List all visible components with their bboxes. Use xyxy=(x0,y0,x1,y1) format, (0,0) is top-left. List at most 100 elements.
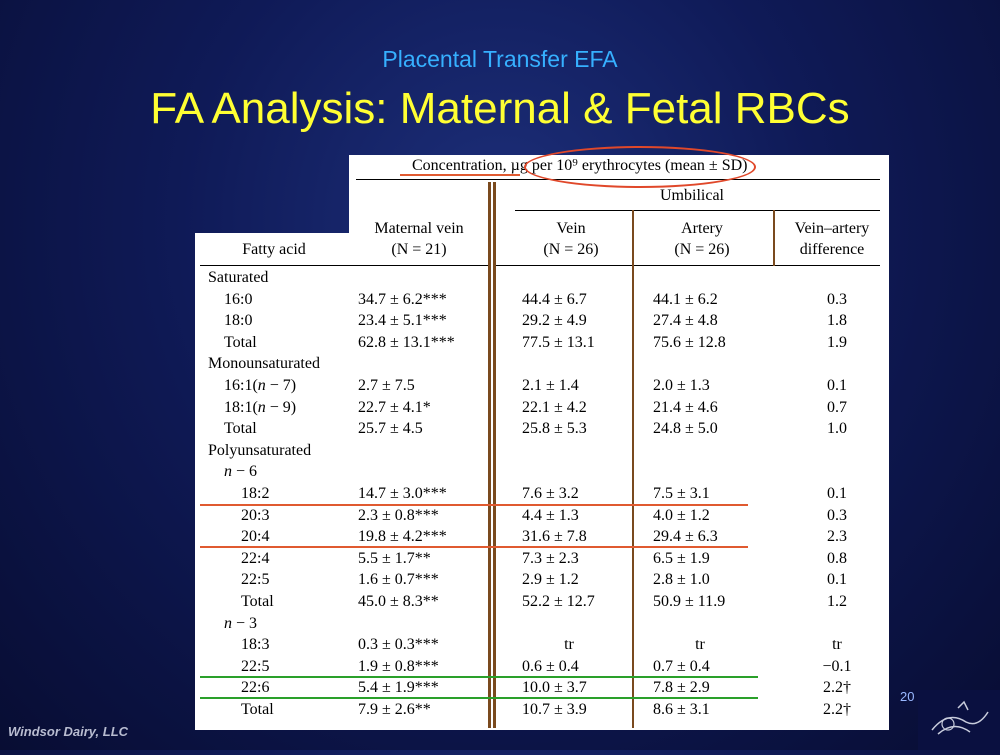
diff-cell: 0.7 xyxy=(827,398,847,416)
vein-artery-divider xyxy=(632,210,634,728)
vein-cell: 7.6 ± 3.2 xyxy=(522,485,579,502)
red-highlight-20-4-bottom xyxy=(200,546,748,548)
diff-cell: 0.1 xyxy=(827,485,847,502)
diff-cell: 1.8 xyxy=(827,312,847,330)
header-rule xyxy=(200,265,880,266)
artery-cell: 50.9 ± 11.9 xyxy=(653,593,726,610)
diff-cell: 2.2† xyxy=(823,701,851,718)
maternal-fetal-divider xyxy=(488,182,496,728)
artery-cell: 27.4 ± 4.8 xyxy=(653,312,718,330)
artery-cell: 29.4 ± 6.3 xyxy=(653,528,718,546)
vein-cell: 10.7 ± 3.9 xyxy=(522,701,587,718)
row-label: Polyunsaturated xyxy=(208,441,312,459)
maternal-cell: 5.5 ± 1.7** xyxy=(358,549,431,567)
row-label: 16:1(n − 7) xyxy=(224,377,297,394)
row-label: n − 6 xyxy=(224,463,258,481)
vein-cell: 0.6 ± 0.4 xyxy=(522,657,579,675)
units-red-circle xyxy=(524,146,756,188)
slide-title: FA Analysis: Maternal & Fetal RBCs xyxy=(150,84,850,133)
caption-red-underline xyxy=(400,174,520,176)
row-label: Total xyxy=(241,593,274,610)
maternal-cell: 23.4 ± 5.1*** xyxy=(358,312,447,330)
slide-number: 20 xyxy=(900,689,915,704)
umbilical-header: Umbilical xyxy=(660,187,724,204)
vein-cell: 52.2 ± 12.7 xyxy=(522,593,595,610)
row-label: 22:5 xyxy=(241,571,270,589)
maternal-header-2: (N = 21) xyxy=(391,241,447,258)
row-label: Monounsaturated xyxy=(208,355,320,373)
row-label: Saturated xyxy=(208,269,269,286)
artery-cell: 7.5 ± 3.1 xyxy=(653,485,710,502)
vein-cell: 29.2 ± 4.9 xyxy=(522,312,587,330)
maternal-cell: 34.7 ± 6.2*** xyxy=(358,290,447,308)
maternal-cell: 45.0 ± 8.3** xyxy=(358,593,439,610)
diff-cell: 2.2† xyxy=(823,679,851,697)
artery-cell: 4.0 ± 1.2 xyxy=(653,506,710,524)
diff-cell: 0.1 xyxy=(827,571,847,589)
artery-cell: 2.0 ± 1.3 xyxy=(653,377,710,394)
maternal-cell: 1.6 ± 0.7*** xyxy=(358,571,439,589)
paper-left-panel xyxy=(195,233,349,730)
diff-cell: 1.9 xyxy=(827,333,847,351)
artery-cell: tr xyxy=(695,636,705,654)
maternal-cell: 25.7 ± 4.5 xyxy=(358,420,423,438)
diff-header-1: Vein–artery xyxy=(794,220,870,237)
diff-header-2: difference xyxy=(799,241,865,258)
row-label: 18:2 xyxy=(241,485,270,502)
green-highlight-22-6-bottom xyxy=(200,697,758,699)
row-label: 18:3 xyxy=(241,636,270,654)
artery-cell: 0.7 ± 0.4 xyxy=(653,657,710,675)
row-label: 22:5 xyxy=(241,657,270,675)
maternal-cell: 19.8 ± 4.2*** xyxy=(358,528,447,546)
diff-cell: −0.1 xyxy=(822,657,852,675)
vein-cell: 2.1 ± 1.4 xyxy=(522,377,579,394)
artery-cell: 75.6 ± 12.8 xyxy=(653,333,726,351)
diff-cell: 0.3 xyxy=(827,290,847,308)
artery-cell: 44.1 ± 6.2 xyxy=(653,290,718,308)
artery-cell: 24.8 ± 5.0 xyxy=(653,420,718,438)
company-logo xyxy=(918,690,1000,750)
red-highlight-18-2-top xyxy=(200,504,748,506)
vein-cell: 7.3 ± 2.3 xyxy=(522,549,579,567)
row-label: 18:1(n − 9) xyxy=(224,398,297,416)
artery-header-2: (N = 26) xyxy=(674,241,730,258)
maternal-cell: 7.9 ± 2.6** xyxy=(358,701,431,718)
row-label: 20:4 xyxy=(241,528,270,546)
maternal-cell: 14.7 ± 3.0*** xyxy=(358,485,447,502)
diff-cell: 0.3 xyxy=(827,506,847,524)
row-label: 22:4 xyxy=(241,549,270,567)
vein-header-2: (N = 26) xyxy=(543,241,599,258)
row-label: 16:0 xyxy=(224,290,253,308)
vein-cell: 31.6 ± 7.8 xyxy=(522,528,587,546)
diff-cell: 0.1 xyxy=(827,377,847,394)
maternal-cell: 5.4 ± 1.9*** xyxy=(358,679,439,697)
maternal-cell: 62.8 ± 13.1*** xyxy=(358,333,455,351)
artery-cell: 8.6 ± 3.1 xyxy=(653,701,710,718)
vein-cell: tr xyxy=(564,636,574,654)
row-label: 22:6 xyxy=(241,679,270,697)
green-highlight-22-6-top xyxy=(200,676,758,678)
row-label: Total xyxy=(241,701,274,718)
maternal-cell: 1.9 ± 0.8*** xyxy=(358,657,439,675)
vein-cell: 10.0 ± 3.7 xyxy=(522,679,587,697)
row-label: 20:3 xyxy=(241,506,270,524)
row-label: Total xyxy=(224,333,257,351)
umbilical-rule xyxy=(515,210,880,211)
diff-cell: 2.3 xyxy=(827,528,847,546)
row-label: 18:0 xyxy=(224,312,253,330)
maternal-cell: 0.3 ± 0.3*** xyxy=(358,636,439,654)
vein-cell: 25.8 ± 5.3 xyxy=(522,420,587,438)
diff-cell: 1.2 xyxy=(827,593,847,610)
vein-header-1: Vein xyxy=(556,220,586,237)
artery-diff-divider xyxy=(773,210,775,266)
row-label: Total xyxy=(224,420,257,438)
diff-cell: 1.0 xyxy=(827,420,847,438)
vein-cell: 77.5 ± 13.1 xyxy=(522,333,595,351)
diff-cell: 0.8 xyxy=(827,549,847,567)
maternal-cell: 22.7 ± 4.1* xyxy=(358,398,431,416)
fatty-acid-header: Fatty acid xyxy=(242,241,306,258)
maternal-cell: 2.7 ± 7.5 xyxy=(358,377,415,394)
slide-subtitle: Placental Transfer EFA xyxy=(382,46,618,72)
paper-main-panel xyxy=(349,155,889,730)
